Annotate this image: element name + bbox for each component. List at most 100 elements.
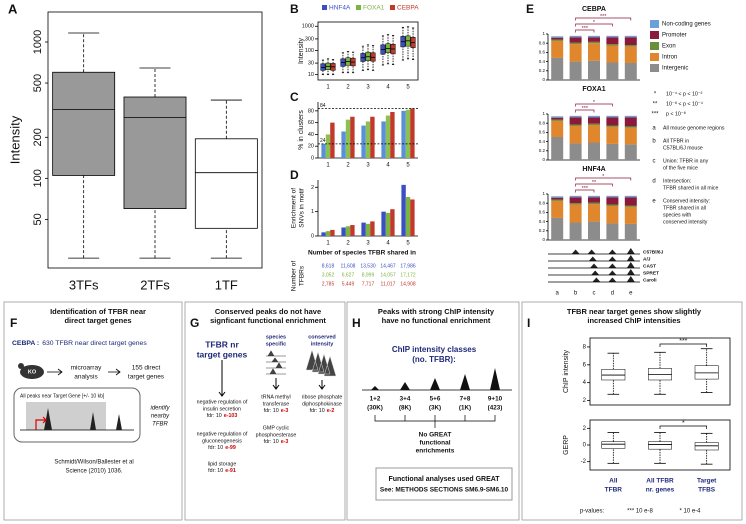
- column-head: TFBR nr: [205, 339, 239, 349]
- species-label: A/J: [643, 256, 651, 262]
- y-axis-label: SNVs in motif: [299, 188, 306, 228]
- peak-icon: [608, 256, 617, 261]
- bar-segment: [624, 37, 637, 46]
- p-values: p-values:: [580, 509, 605, 515]
- term: insulin secretion: [203, 406, 241, 412]
- bar-segment: [606, 205, 619, 224]
- panel-title: have no functional enrichment: [382, 316, 491, 325]
- note-text: TFBR shared in all: [663, 205, 706, 211]
- bar: [325, 231, 331, 236]
- x-tick-label: 3: [366, 241, 370, 247]
- bar: [370, 116, 375, 158]
- p-values: * 10 e-4: [679, 509, 701, 515]
- step-text: target genes: [128, 374, 165, 381]
- y-tick-label: 1000: [32, 30, 44, 54]
- class-label: (1K): [459, 405, 471, 412]
- fdr-label: fdr: 10: [310, 408, 325, 414]
- result: functional: [419, 440, 450, 447]
- table-label: Number of: [291, 261, 298, 292]
- x-tick-label: 4: [386, 241, 390, 247]
- x-tick-label: 1: [326, 85, 330, 91]
- class-label: (3K): [429, 405, 441, 412]
- class-label: 1+2: [370, 396, 381, 403]
- box: [601, 369, 626, 381]
- legend-label: Promoter: [662, 33, 687, 39]
- note-text: Intersection:: [663, 178, 691, 184]
- conserved-icons: [305, 349, 337, 377]
- peak-icon: [626, 269, 635, 275]
- legend-swatch: [650, 31, 659, 39]
- bar-segment: [569, 37, 582, 43]
- subplot-title: HNF4A: [582, 166, 605, 173]
- y-tick-label: 2: [311, 185, 314, 191]
- bar-segment: [551, 119, 564, 121]
- step-text: microarray: [71, 365, 102, 372]
- peak-icon: [608, 277, 617, 282]
- bar-segment: [624, 46, 637, 63]
- step-text: analysis: [74, 374, 98, 381]
- y-tick-label: 30: [308, 61, 314, 67]
- term: negative regulation of: [197, 431, 248, 437]
- bar: [345, 119, 351, 158]
- bar-segment: [569, 195, 582, 198]
- class-label: (423): [488, 405, 503, 412]
- x-tick-label: 5: [406, 241, 410, 247]
- bar-segment: [624, 127, 637, 145]
- classes-head: (no. TFBR):: [412, 355, 456, 364]
- panel-h-frame: [346, 301, 520, 521]
- note-letter: a: [652, 126, 656, 132]
- class-label: 9+10: [488, 396, 503, 403]
- bar-segment: [569, 35, 582, 38]
- panel-frames: [3, 301, 743, 521]
- bar-segment: [569, 117, 582, 125]
- identify-text: TFBR: [152, 422, 168, 428]
- table-cell: 3,052: [322, 272, 335, 278]
- term: phosphoesterase: [256, 432, 297, 438]
- column-head: conserved: [308, 334, 336, 340]
- peak-icon: [626, 262, 635, 268]
- panel-label: C: [290, 90, 299, 104]
- fdr: fdr: 10 e-3: [264, 439, 289, 445]
- panel-i-frame: [521, 301, 743, 521]
- bar-segment: [588, 197, 600, 203]
- bar: [410, 199, 415, 236]
- note-text: Union: TFBR in any: [663, 158, 709, 164]
- bar: [330, 229, 335, 236]
- significance-bracket: [659, 343, 708, 347]
- x-tick-label: All TFBR: [646, 478, 674, 485]
- fdr-label: fdr: 10: [264, 439, 279, 445]
- citation: Science (2010) 1036.: [65, 469, 122, 475]
- mouse-ear: [18, 363, 24, 369]
- peak-icon: [608, 249, 617, 254]
- subplot-title: FOXA1: [582, 86, 605, 93]
- term: gluconeogenesis: [202, 438, 242, 444]
- bar: [341, 227, 346, 236]
- bar-segment: [606, 143, 619, 160]
- bar-segment: [624, 117, 637, 127]
- peak-icon: [626, 248, 635, 254]
- peak-icon: [626, 276, 635, 282]
- x-tick-label: a: [556, 291, 560, 297]
- significance: **: [592, 180, 597, 186]
- bar-segment: [624, 206, 637, 224]
- box: [648, 441, 672, 450]
- bar-segment: [606, 126, 619, 144]
- citation: Schmidt/Wilson/Ballester et al: [54, 460, 133, 466]
- bar-segment: [551, 200, 564, 218]
- column-head: species: [266, 334, 286, 340]
- species-icons: [266, 350, 286, 375]
- x-tick-label: 5: [406, 85, 410, 91]
- bar-segment: [606, 197, 619, 205]
- panel-title: Conserved peaks do not have: [215, 307, 321, 316]
- y-tick-label: 10: [308, 72, 314, 78]
- bar-segment: [551, 217, 564, 240]
- x-tick-label: 1: [326, 241, 330, 247]
- bar-segment: [624, 126, 637, 128]
- y-tick-label: 0.2: [539, 228, 546, 233]
- note-letter: c: [653, 159, 656, 165]
- p-values: *** 10 e-8: [627, 509, 653, 515]
- y-axis-label: ChIP intensity: [563, 349, 570, 393]
- gene-line: CEBPA :630 TFBR near direct target genes: [12, 340, 147, 347]
- fdr-exponent: e-3: [281, 408, 289, 414]
- species-label: C57Bl/6J: [643, 249, 664, 255]
